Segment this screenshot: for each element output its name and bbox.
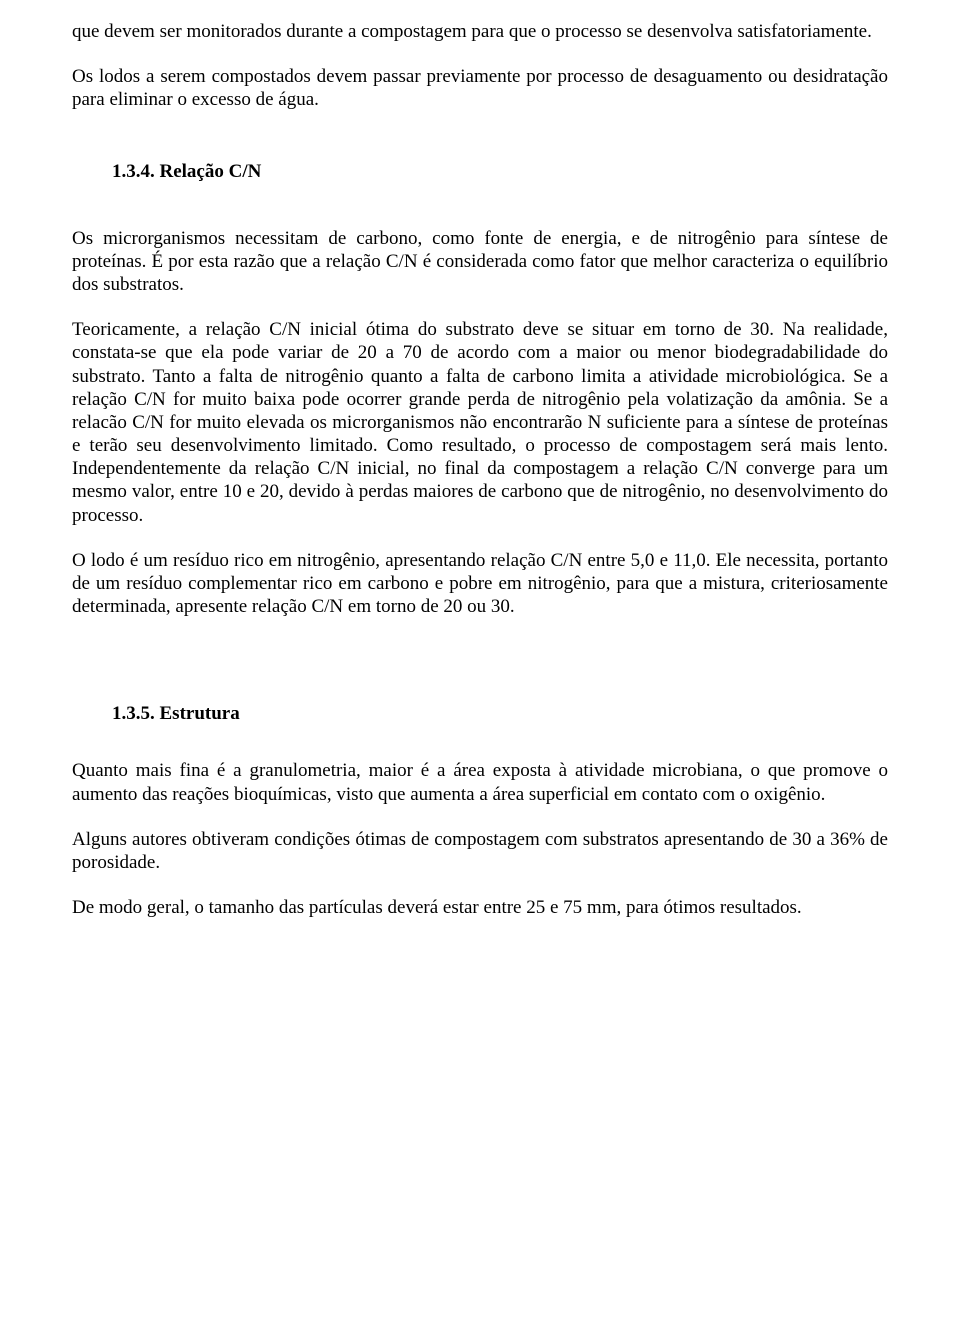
body-paragraph: O lodo é um resíduo rico em nitrogênio, … (72, 549, 888, 619)
body-paragraph: que devem ser monitorados durante a comp… (72, 20, 888, 43)
body-paragraph: Quanto mais fina é a granulometria, maio… (72, 759, 888, 805)
body-paragraph: Os microrganismos necessitam de carbono,… (72, 227, 888, 297)
body-paragraph: Os lodos a serem compostados devem passa… (72, 65, 888, 111)
section-heading-134: 1.3.4. Relação C/N (112, 160, 888, 183)
body-paragraph: Teoricamente, a relação C/N inicial ótim… (72, 318, 888, 527)
body-paragraph: De modo geral, o tamanho das partículas … (72, 896, 888, 919)
body-paragraph: Alguns autores obtiveram condições ótima… (72, 828, 888, 874)
section-heading-135: 1.3.5. Estrutura (112, 702, 888, 725)
